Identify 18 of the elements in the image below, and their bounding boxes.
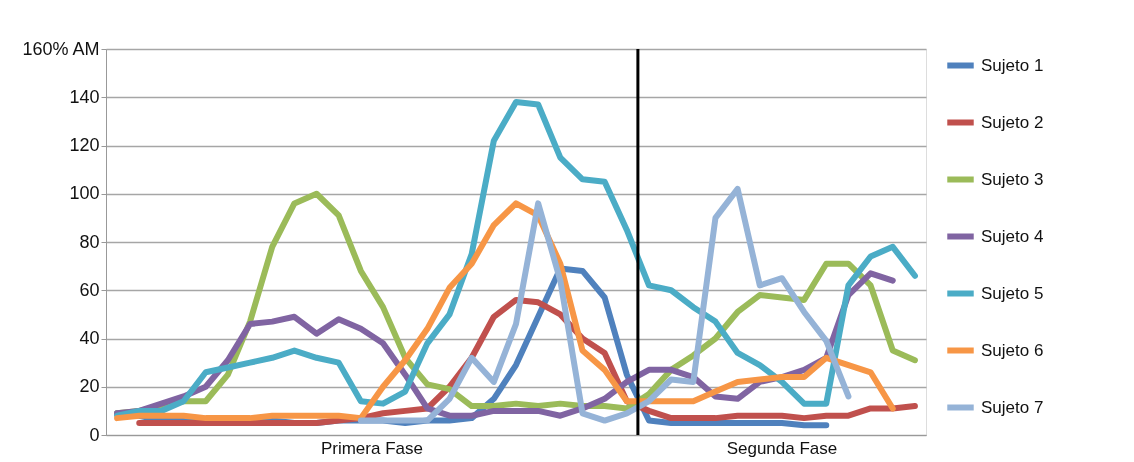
y-tick-label: 160% AM bbox=[22, 38, 100, 59]
legend-label: Sujeto 3 bbox=[981, 169, 1044, 189]
y-tick-label: 0 bbox=[89, 424, 100, 445]
legend-label: Sujeto 2 bbox=[981, 112, 1044, 132]
legend-label: Sujeto 4 bbox=[981, 226, 1044, 246]
y-tick-label: 140 bbox=[69, 86, 100, 107]
text: Segunda Fase bbox=[726, 439, 838, 458]
legend-label: Sujeto 1 bbox=[981, 55, 1044, 75]
y-tick-label: 120 bbox=[69, 135, 100, 155]
legend-label: Sujeto 7 bbox=[981, 397, 1044, 417]
legend-label: Sujeto 5 bbox=[981, 283, 1044, 303]
text: Primera Fase bbox=[320, 439, 423, 458]
y-tick-label: 40 bbox=[79, 328, 100, 348]
y-tick-label: 20 bbox=[79, 376, 100, 397]
y-tick-label: 100 bbox=[69, 183, 100, 204]
legend-label: Sujeto 6 bbox=[981, 340, 1044, 360]
y-tick-label: 80 bbox=[79, 231, 100, 252]
y-tick-label: 60 bbox=[79, 279, 100, 300]
